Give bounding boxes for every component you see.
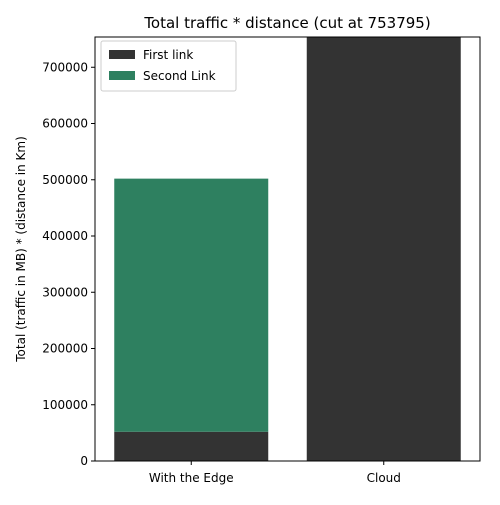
bar-with-the-edge-series-2 (114, 179, 268, 432)
x-tick-label: With the Edge (149, 471, 234, 485)
y-tick-label: 400000 (42, 229, 88, 243)
legend: First link Second Link (101, 41, 236, 91)
y-tick-label: 100000 (42, 398, 88, 412)
bars-layer (114, 37, 461, 461)
x-tick-label: Cloud (367, 471, 401, 485)
legend-label: First link (143, 48, 193, 62)
bar-with-the-edge-series-1 (114, 432, 268, 461)
y-axis-label: Total (traffic in MB) * (distance in Km) (14, 136, 28, 363)
y-ticks: 0 100000 200000 300000 400000 500000 600000 700… (42, 60, 95, 468)
y-tick-label: 0 (80, 454, 88, 468)
legend-swatch (109, 50, 135, 59)
y-tick-label: 300000 (42, 285, 88, 299)
legend-label: Second Link (143, 69, 216, 83)
y-tick-label: 700000 (42, 60, 88, 74)
legend-swatch (109, 71, 135, 80)
y-tick-label: 200000 (42, 342, 88, 356)
y-tick-label: 600000 (42, 117, 88, 131)
bar-cloud-series-1 (307, 37, 461, 461)
chart-title: Total traffic * distance (cut at 753795) (143, 14, 430, 32)
y-tick-label: 500000 (42, 173, 88, 187)
x-ticks: With the Edge Cloud (149, 461, 401, 485)
